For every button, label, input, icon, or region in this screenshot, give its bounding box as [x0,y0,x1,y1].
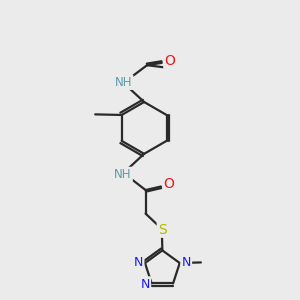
Text: NH: NH [115,76,132,89]
Text: N: N [140,278,150,290]
Text: N: N [182,256,191,269]
Text: NH: NH [114,168,132,181]
Text: S: S [158,223,167,236]
Text: O: O [164,177,175,191]
Text: O: O [165,54,176,68]
Text: N: N [134,256,143,269]
